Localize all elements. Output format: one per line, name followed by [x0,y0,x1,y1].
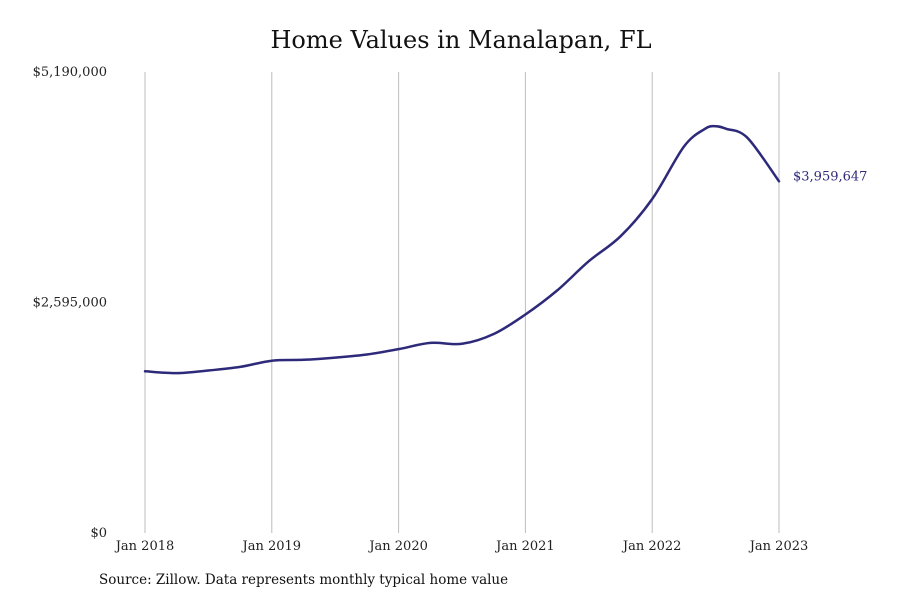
series-line-0 [143,124,781,375]
chart-title: Home Values in Manalapan, FL [270,26,652,54]
end-value-label: $3,959,647 [793,169,867,184]
grid-lines [144,72,780,533]
x-tick-label-4: Jan 2022 [621,539,682,554]
source-note: Source: Zillow. Data represents monthly … [99,572,509,588]
x-tick-label-0: Jan 2018 [114,539,175,554]
y-tick-label-2: $5,190,000 [33,65,107,80]
x-tick-label-3: Jan 2021 [494,539,555,554]
x-tick-label-5: Jan 2023 [748,539,809,554]
x-axis-tick-labels: Jan 2018 Jan 2019 Jan 2020 Jan 2021 Jan 2022… [114,539,809,554]
x-tick-label-1: Jan 2019 [241,539,302,554]
y-tick-label-1: $2,595,000 [33,296,107,311]
series-layer [143,124,781,375]
y-axis-tick-labels: $0 $2,595,000 $5,190,000 [33,65,107,541]
x-tick-label-2: Jan 2020 [367,539,428,554]
y-tick-label-0: $0 [90,526,107,541]
